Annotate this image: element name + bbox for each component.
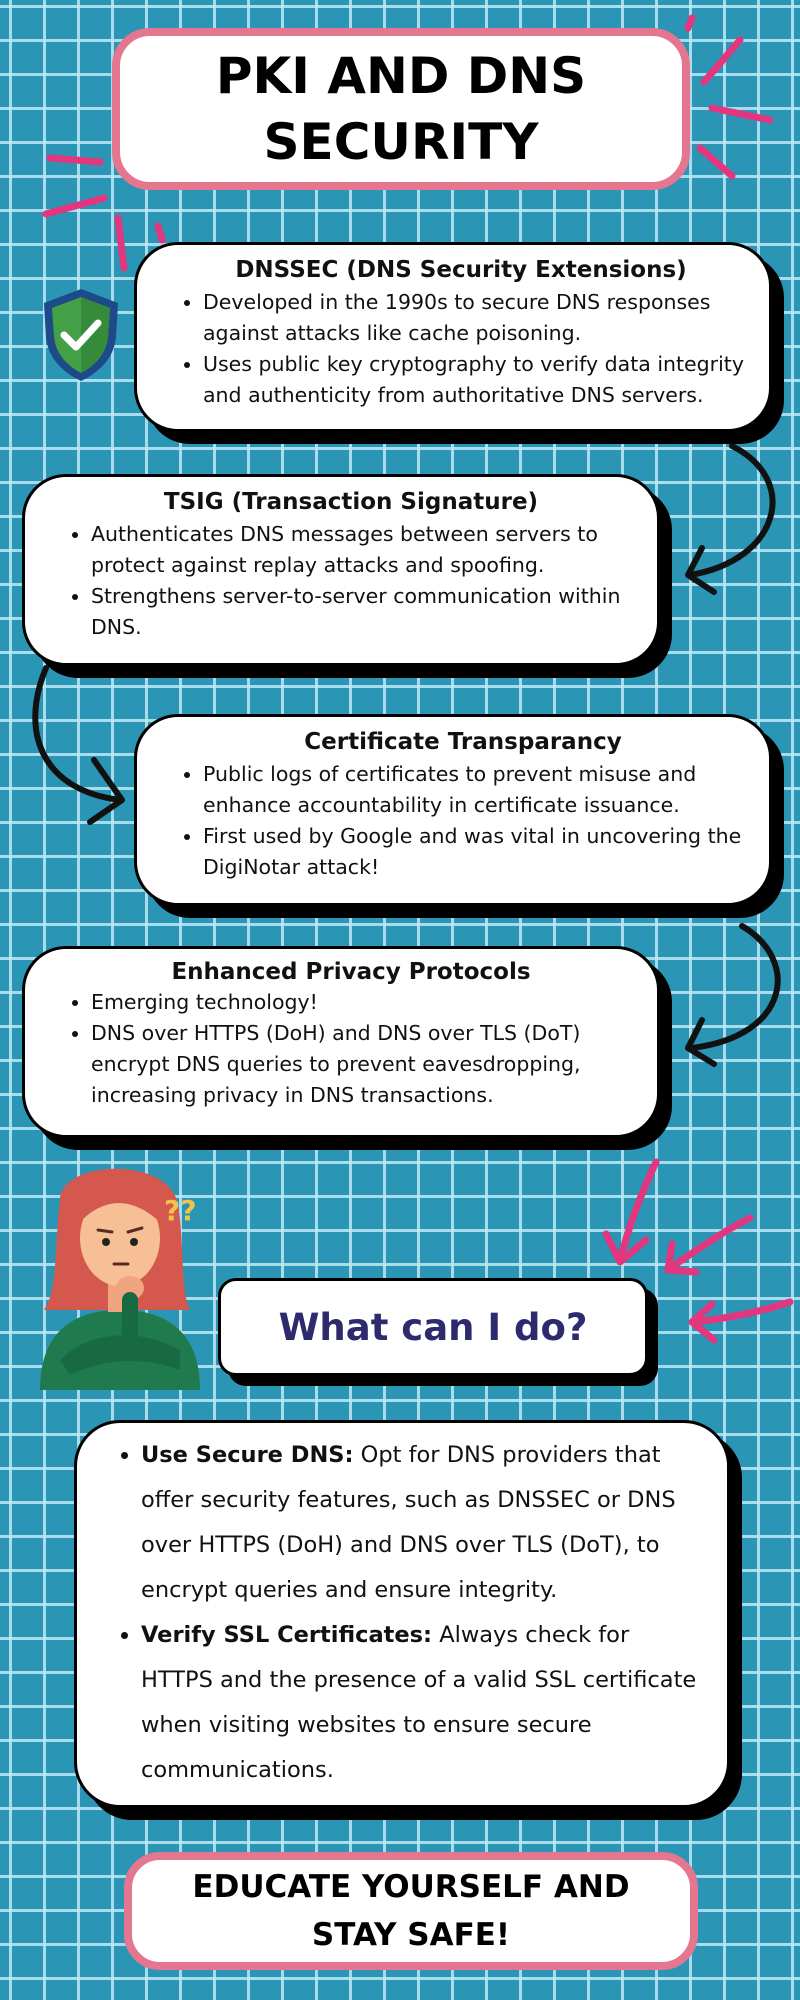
- footer-line-2: STAY SAFE!: [311, 1917, 511, 1953]
- card-heading: TSIG (Transaction Signature): [163, 489, 539, 515]
- list-item: DNS over HTTPS (DoH) and DNS over TLS (D…: [91, 1018, 637, 1111]
- title-line-1: PKI AND DNS: [215, 47, 587, 105]
- tip-item: Use Secure DNS: Opt for DNS providers th…: [141, 1433, 707, 1613]
- card-tsig: TSIG (Transaction Signature) Authenticat…: [22, 474, 660, 666]
- tip-text: Opt for DNS providers that offer securit…: [141, 1442, 676, 1603]
- card-privacy-protocols: Enhanced Privacy Protocols Emerging tech…: [22, 946, 660, 1138]
- thinking-woman-illustration: ??: [40, 1168, 200, 1390]
- arrow-card1-to-card2: [687, 443, 776, 578]
- title-burst-decoration: [42, 14, 774, 272]
- footer-line-1: EDUCATE YOURSELF AND: [192, 1869, 630, 1905]
- card-heading: DNSSEC (DNS Security Extensions): [235, 257, 687, 283]
- question-box: What can I do?: [218, 1278, 648, 1376]
- arrow-card2-to-card3: [32, 665, 123, 803]
- pink-arrow-2: [666, 1214, 754, 1272]
- list-item: Developed in the 1990s to secure DNS res…: [203, 287, 745, 349]
- question-marks: ??: [164, 1194, 196, 1227]
- title-banner: PKI AND DNS SECURITY: [112, 28, 690, 190]
- connector-arrows: [32, 443, 781, 1067]
- tip-text: Always check for HTTPS and the presence …: [141, 1622, 697, 1783]
- pink-arrow-3: [690, 1298, 794, 1326]
- footer-banner: EDUCATE YOURSELF AND STAY SAFE!: [124, 1852, 698, 1970]
- tips-card: Use Secure DNS: Opt for DNS providers th…: [74, 1420, 730, 1808]
- card-heading: Enhanced Privacy Protocols: [171, 959, 531, 985]
- shield-check-icon: [44, 289, 118, 381]
- card-dnssec: DNSSEC (DNS Security Extensions) Develop…: [134, 242, 772, 432]
- question-text: What can I do?: [278, 1305, 588, 1349]
- list-item: Emerging technology!: [91, 987, 637, 1018]
- list-item: Strengthens server-to-server communicati…: [91, 581, 637, 643]
- list-item: First used by Google and was vital in un…: [203, 821, 749, 883]
- tip-item: Verify SSL Certificates: Always check fo…: [141, 1613, 707, 1793]
- arrow-card3-to-card4: [689, 923, 781, 1051]
- title-line-2: SECURITY: [263, 113, 539, 171]
- list-item: Public logs of certificates to prevent m…: [203, 759, 749, 821]
- card-certificate-transparency: Certificate Transparancy Public logs of …: [134, 714, 772, 906]
- list-item: Uses public key cryptography to verify d…: [203, 349, 745, 411]
- list-item: Authenticates DNS messages between serve…: [91, 519, 637, 581]
- pink-arrows: [602, 1158, 794, 1344]
- tip-bold-label: Use Secure DNS:: [141, 1442, 354, 1468]
- pink-arrow-1: [616, 1158, 660, 1264]
- tip-bold-label: Verify SSL Certificates:: [141, 1622, 433, 1648]
- card-heading: Certificate Transparancy: [304, 729, 622, 755]
